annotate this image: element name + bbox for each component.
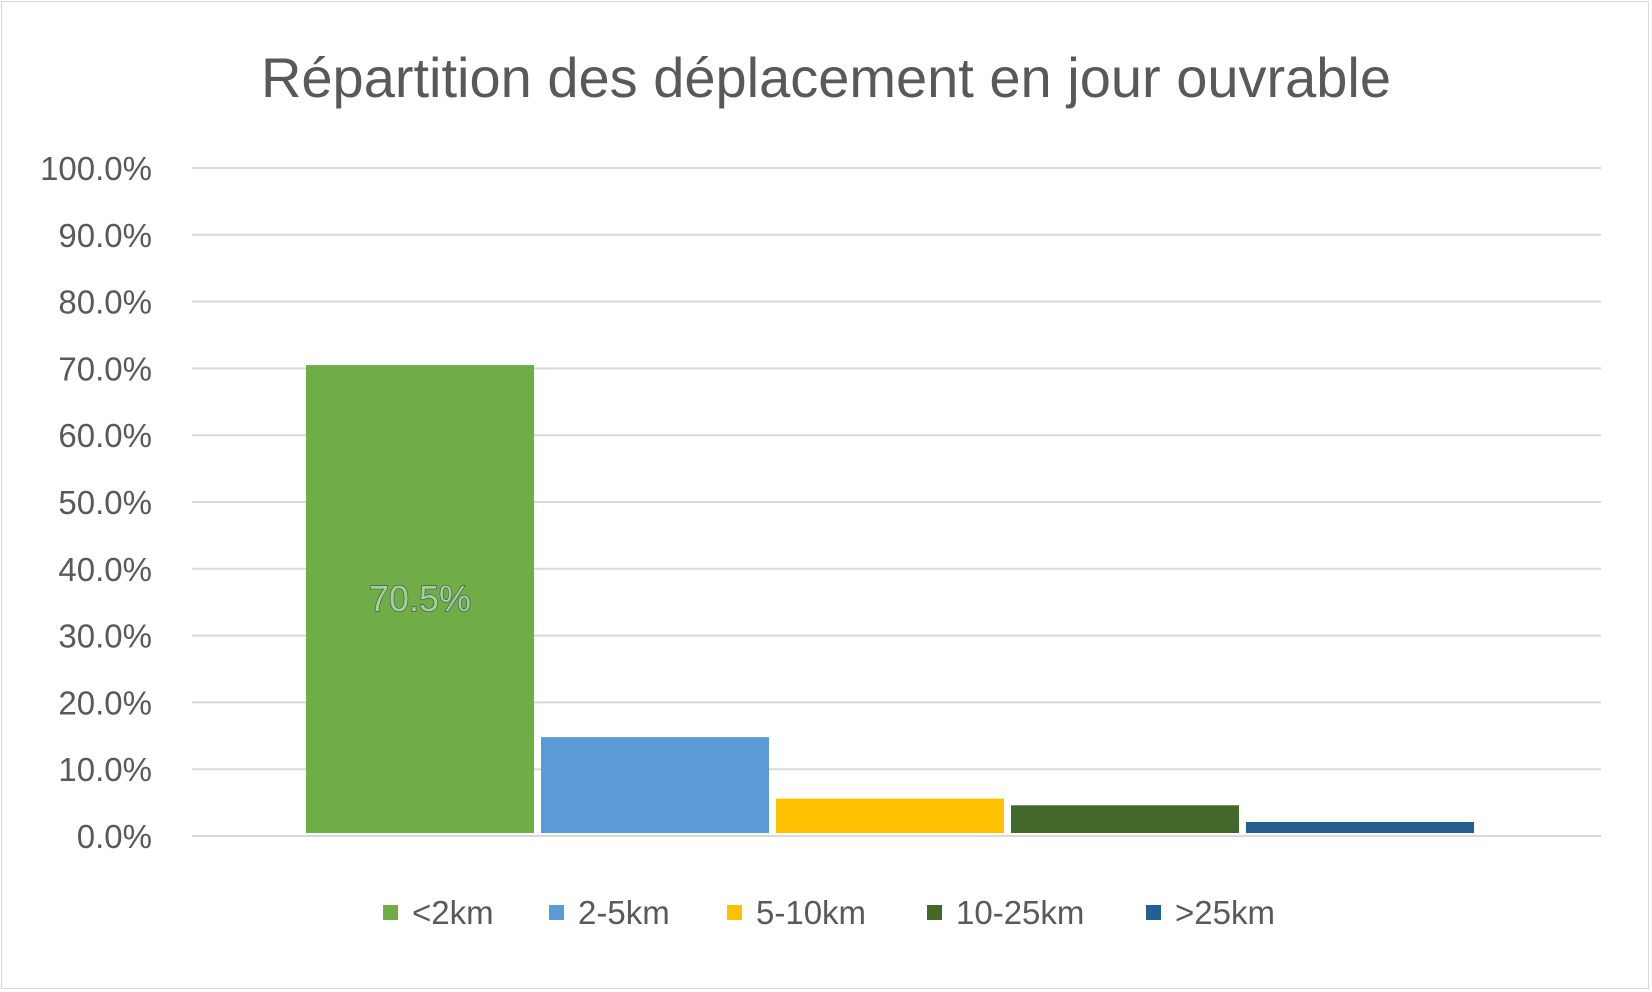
- chart-title: Répartition des déplacement en jour ouvr…: [261, 46, 1391, 109]
- legend-label-1: 2-5km: [578, 894, 670, 931]
- legend-swatch-2: [727, 905, 742, 920]
- legend-swatch-1: [549, 905, 564, 920]
- y-tick-label: 60.0%: [58, 417, 152, 454]
- legend-label-3: 10-25km: [956, 894, 1084, 931]
- y-tick-label: 40.0%: [58, 551, 152, 588]
- data-labels: 70.5%: [368, 577, 471, 619]
- bar-3: [1011, 805, 1239, 833]
- y-tick-label: 100.0%: [40, 150, 152, 187]
- legend-swatch-0: [383, 905, 398, 920]
- y-tick-label: 10.0%: [58, 751, 152, 788]
- y-tick-label: 30.0%: [58, 618, 152, 655]
- bar-0: [306, 365, 534, 833]
- legend-swatch-4: [1146, 905, 1161, 920]
- data-label-0: 70.5%: [369, 578, 471, 619]
- legend: <2km 2-5km 5-10km 10-25km >25km: [383, 894, 1275, 931]
- bars: [306, 365, 1474, 833]
- bar-4: [1246, 821, 1474, 833]
- y-tick-label: 20.0%: [58, 684, 152, 721]
- legend-label-4: >25km: [1175, 894, 1275, 931]
- y-tick-label: 0.0%: [77, 818, 152, 855]
- legend-label-2: 5-10km: [756, 894, 866, 931]
- bar-2: [776, 798, 1004, 833]
- y-axis-tick-labels: 0.0% 10.0% 20.0% 30.0% 40.0% 50.0% 60.0% 70.0% 8…: [40, 150, 152, 855]
- y-tick-label: 70.0%: [58, 350, 152, 387]
- y-tick-label: 90.0%: [58, 217, 152, 254]
- bar-1: [541, 737, 769, 833]
- legend-swatch-3: [927, 905, 942, 920]
- legend-label-0: <2km: [412, 894, 494, 931]
- y-tick-label: 80.0%: [58, 284, 152, 321]
- y-tick-label: 50.0%: [58, 484, 152, 521]
